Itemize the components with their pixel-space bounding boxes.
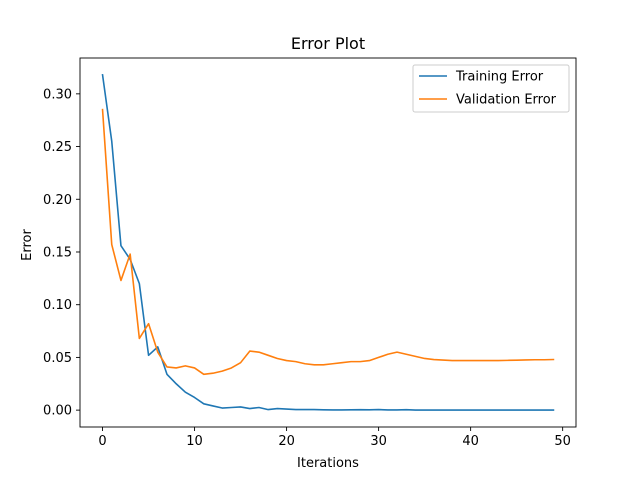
y-tick-label: 0.30 [43, 87, 72, 102]
x-tick-label: 20 [278, 434, 295, 449]
x-tick-label: 0 [98, 434, 106, 449]
series-line-training-error [101, 73, 555, 411]
x-axis-label: Iterations [297, 456, 359, 471]
y-tick-label: 0.15 [43, 245, 72, 260]
legend-box [412, 64, 570, 113]
y-tick-label: 0.20 [43, 193, 72, 208]
series-line-validation-error [101, 108, 555, 376]
x-tick-label: 30 [370, 434, 387, 449]
y-tick-label: 0.00 [43, 404, 72, 419]
y-tick-label: 0.10 [43, 298, 72, 313]
y-axis-label: Error [20, 229, 35, 261]
legend-label: Training Error [455, 70, 544, 85]
plot-area: 0 10 20 30 40 50 0.00 0.05 0.10 0.15 0.20 0.25 0.30 [43, 57, 577, 449]
axes-frame [79, 57, 577, 428]
y-tick-label: 0.25 [43, 140, 72, 155]
legend: Training Error Validation Error [412, 64, 570, 113]
chart-title: Error Plot [291, 34, 365, 53]
x-tick-label: 40 [462, 434, 479, 449]
legend-label: Validation Error [456, 93, 557, 108]
y-tick-label: 0.05 [43, 351, 72, 366]
x-tick-label: 10 [186, 434, 203, 449]
x-tick-label: 50 [554, 434, 571, 449]
